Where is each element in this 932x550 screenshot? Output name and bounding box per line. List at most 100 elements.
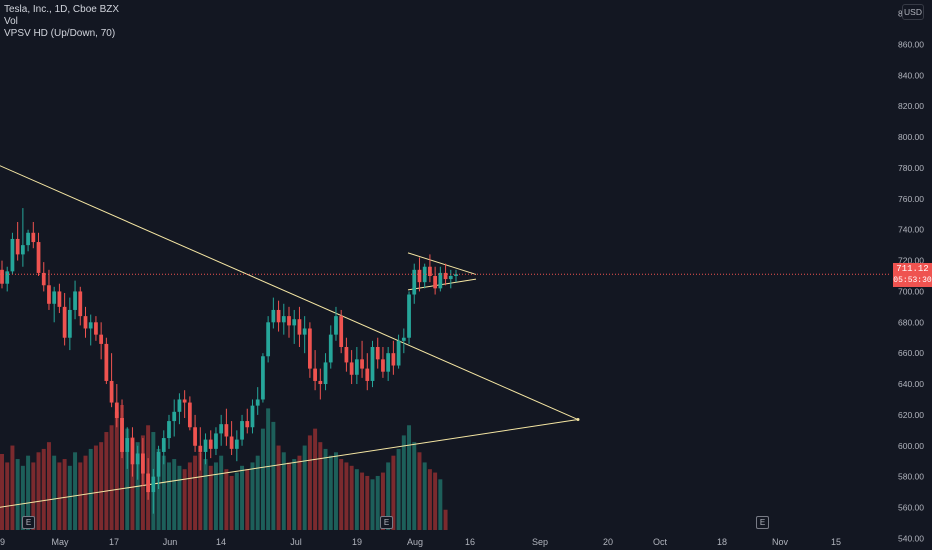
volume-bar (443, 509, 448, 530)
earnings-event-icon[interactable]: E (380, 516, 393, 529)
volume-bar (250, 462, 255, 530)
volume-bar (177, 465, 182, 530)
time-tick-label: May (51, 537, 69, 547)
candle-body (292, 319, 297, 326)
candle-body (302, 328, 307, 335)
candle-body (214, 433, 218, 449)
candle-body (396, 340, 401, 366)
candle-body (5, 271, 10, 284)
earnings-event-icon[interactable]: E (22, 516, 35, 529)
volume-bar (438, 479, 443, 530)
volume-bar (391, 455, 396, 530)
price-tick-label: 580.00 (898, 472, 924, 482)
candle-body (125, 438, 130, 452)
candle-body (454, 274, 458, 276)
time-tick-label: 14 (216, 537, 226, 547)
legend-volume[interactable]: Vol (4, 16, 18, 27)
legend-symbol[interactable]: Tesla, Inc., 1D, Cboe BZX (4, 4, 120, 15)
price-tick-label: 720.00 (898, 256, 924, 266)
candle-body (339, 316, 344, 347)
volume-bar (130, 437, 135, 530)
volume-bar (125, 428, 130, 530)
candle-body (318, 380, 323, 385)
candle-body (245, 421, 250, 428)
volume-bar (407, 425, 412, 530)
candle-body (240, 421, 244, 440)
earnings-event-icon[interactable]: E (756, 516, 769, 529)
price-tick-label: 560.00 (898, 503, 924, 513)
candle-body (193, 427, 197, 446)
candle-body (255, 399, 260, 406)
candle-body (182, 399, 187, 403)
candle-body (31, 232, 36, 243)
candle-body (334, 316, 338, 335)
time-tick-label: Jun (163, 537, 178, 547)
candle-body (219, 424, 224, 434)
trendline-ascending (0, 419, 579, 508)
volume-bar (266, 408, 271, 530)
volume-bar (297, 455, 302, 530)
price-tick-label: 820.00 (898, 101, 924, 111)
volume-bar (386, 462, 391, 530)
candle-body (83, 316, 88, 329)
candle-body (94, 322, 98, 335)
volume-bar (271, 421, 276, 530)
volume-bar (156, 448, 161, 530)
volume-bar (281, 452, 286, 530)
time-axis: 19 May 17 Jun 14 Jul 19 Aug 16 Sep 20 Oct 18 Nov 15 (0, 537, 841, 547)
volume-bar (67, 465, 72, 530)
time-tick-label: Nov (772, 537, 789, 547)
candle-body (229, 436, 234, 449)
volume-bar (234, 472, 239, 530)
volume-bar (88, 448, 93, 530)
price-tick-label: 760.00 (898, 194, 924, 204)
legend-vpsv[interactable]: VPSV HD (Up/Down, 70) (4, 28, 116, 39)
volume-bar (287, 462, 291, 530)
volume-bar (187, 462, 192, 530)
volume-bar (93, 445, 98, 530)
volume-bar (208, 465, 213, 530)
candle-body (114, 402, 119, 418)
candles (0, 208, 458, 514)
last-price-value: 711.12 (896, 264, 929, 274)
volume-bar (344, 462, 349, 530)
trendline-pennant-upper (407, 252, 477, 275)
volume-bar (120, 405, 125, 530)
volume-bar (302, 445, 307, 530)
candle-body (386, 353, 391, 372)
candle-body (41, 272, 46, 286)
volume-bars (0, 405, 448, 530)
candle-body (52, 291, 57, 304)
candle-body (224, 424, 229, 437)
currency-badge[interactable]: USD (902, 4, 924, 20)
candle-body (375, 346, 380, 360)
time-tick-label: Jul (290, 537, 302, 547)
volume-bar (5, 462, 10, 530)
candle-body (313, 368, 317, 381)
volume-bar (198, 452, 203, 530)
candle-body (261, 356, 265, 400)
volume-bar (255, 455, 260, 530)
candle-body (167, 421, 171, 439)
candle-body (360, 359, 364, 369)
volume-bar (375, 475, 380, 530)
time-tick-label: 20 (603, 537, 613, 547)
time-tick-label: 19 (0, 537, 5, 547)
volume-bar (161, 455, 166, 530)
candle-body (365, 368, 370, 381)
candle-body (203, 439, 208, 452)
candle-body (10, 238, 15, 272)
candle-body (88, 322, 93, 329)
candle-body (407, 294, 411, 338)
volume-bar (318, 442, 323, 530)
trendlines (0, 165, 580, 508)
volume-bar (401, 435, 406, 530)
candle-body (308, 328, 312, 369)
candle-body (151, 476, 156, 493)
candle-body (198, 445, 203, 452)
candle-body (323, 362, 328, 385)
volume-bar (172, 459, 177, 530)
candle-body (354, 359, 359, 375)
volume-bar (365, 475, 370, 530)
